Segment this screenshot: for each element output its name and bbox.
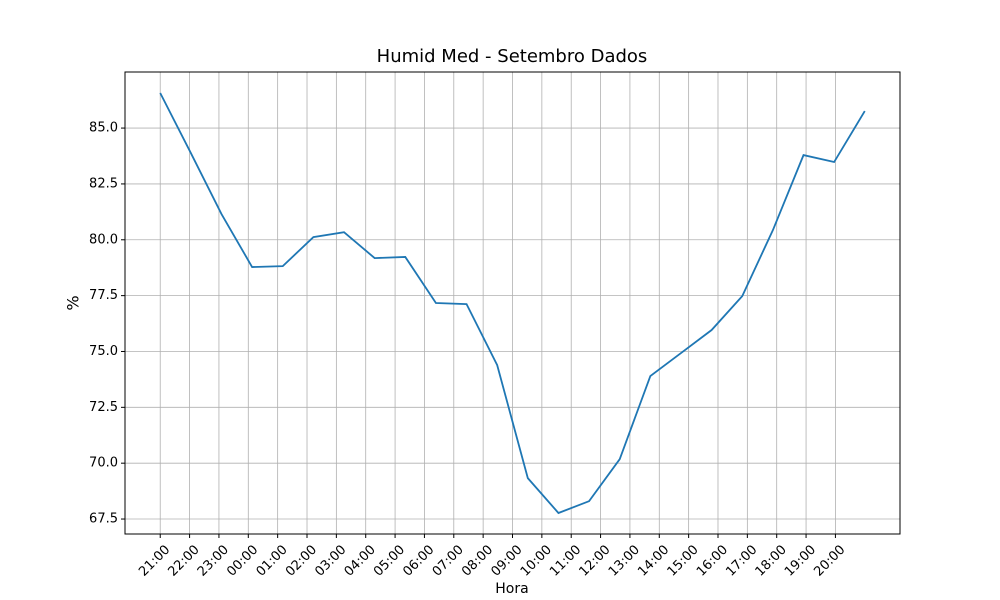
x-axis-label: Hora [495, 581, 528, 597]
y-tick-label: 70.0 [89, 456, 118, 471]
y-tick-label: 82.5 [89, 176, 118, 191]
y-tick-label: 75.0 [89, 344, 118, 359]
y-tick-label: 80.0 [89, 232, 118, 247]
data-line [159, 92, 866, 515]
y-tick-label: 85.0 [89, 121, 118, 136]
plot-frame [124, 71, 901, 535]
y-tick-label: 67.5 [89, 512, 118, 527]
y-axis-label: % [64, 295, 83, 310]
chart-title: Humid Med - Setembro Dados [377, 46, 648, 67]
y-tick-label: 77.5 [89, 288, 118, 303]
y-tick-label: 72.5 [89, 400, 118, 415]
